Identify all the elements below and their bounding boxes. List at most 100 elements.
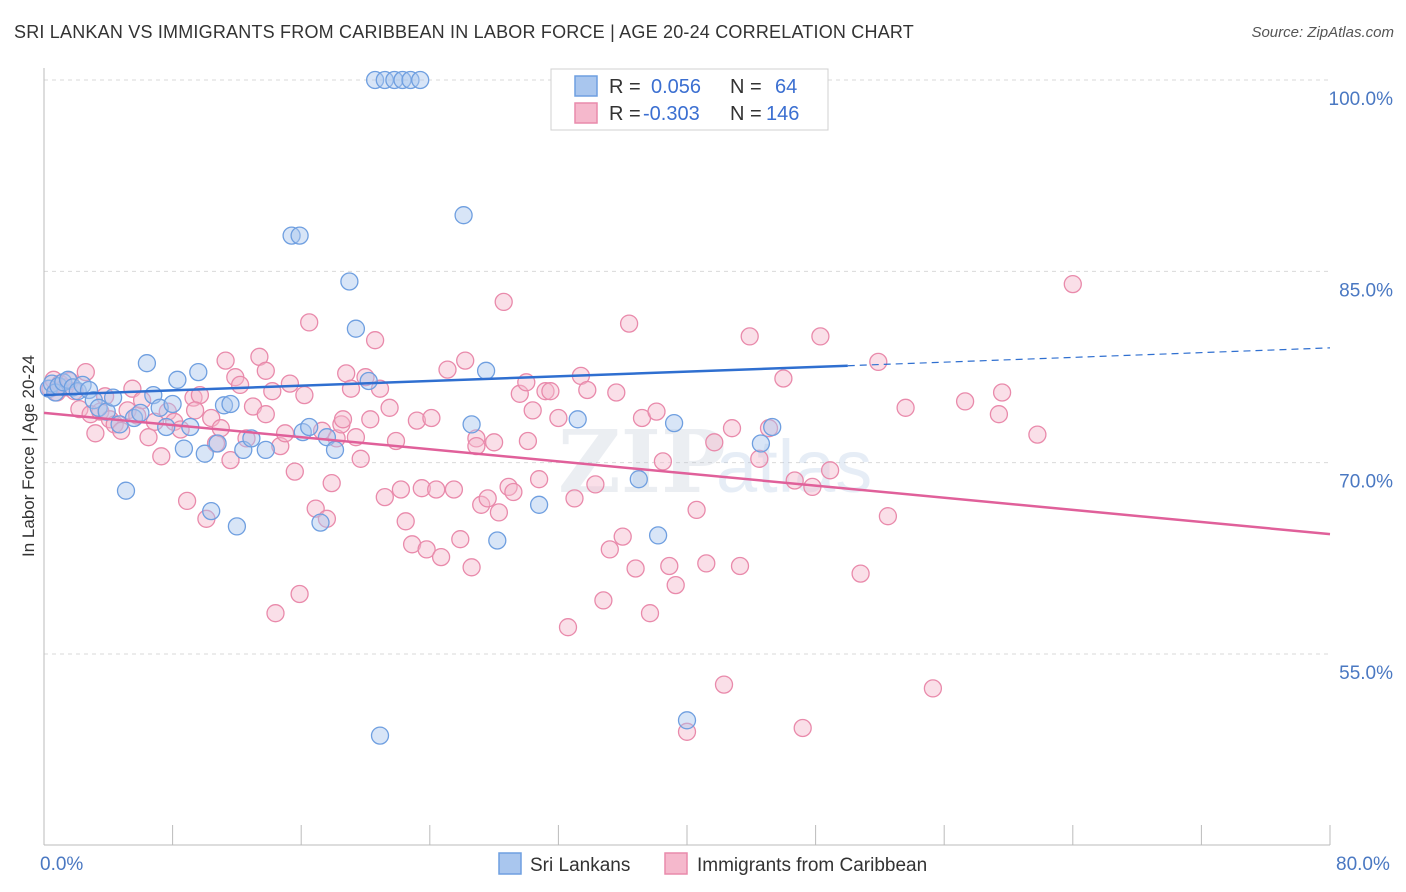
sri-lankan-point — [411, 70, 430, 90]
caribbean-point — [923, 679, 943, 698]
caribbean-point — [295, 385, 314, 405]
caribbean-point — [1063, 274, 1082, 294]
caribbean-point — [878, 507, 898, 526]
caribbean-point — [740, 327, 759, 346]
caribbean-point — [541, 382, 560, 401]
caribbean-point — [619, 314, 639, 333]
caribbean-point — [660, 556, 679, 576]
sri-lankan-point — [174, 439, 194, 458]
caribbean-point — [785, 471, 804, 490]
caribbean-point — [230, 375, 250, 395]
sri-lankan-point — [763, 417, 782, 437]
sri-lankan-point — [208, 434, 227, 453]
caribbean-point — [438, 360, 457, 379]
sri-lankan-point — [751, 434, 771, 453]
sri-lankan-point — [300, 417, 319, 437]
caribbean-point — [237, 429, 256, 448]
y-tick-label: 70.0% — [1339, 472, 1393, 493]
caribbean-point — [722, 419, 742, 438]
stats-legend-r-value-1: 0.056 — [651, 76, 701, 98]
caribbean-point — [586, 475, 605, 494]
caribbean-point — [285, 462, 304, 481]
stats-legend-n-label-1: N = — [730, 76, 762, 98]
sri-lankan-point — [359, 371, 378, 391]
sri-lankan-point — [242, 429, 261, 448]
caribbean-point — [361, 410, 380, 429]
stats-legend-r-label-1: R = — [609, 76, 641, 98]
stats-legend-n-label-2: N = — [730, 103, 762, 125]
watermark-atlas: atlas — [716, 425, 872, 508]
y-tick-label: 55.0% — [1339, 663, 1393, 684]
sri-lankan-point — [137, 354, 157, 373]
sri-lankan-point — [195, 444, 214, 463]
caribbean-point — [896, 398, 915, 417]
caribbean-point — [774, 369, 793, 388]
sri-lankan-point — [476, 361, 496, 380]
caribbean-point — [536, 382, 555, 401]
sri-lankan-point — [677, 711, 697, 730]
caribbean-point — [549, 408, 568, 428]
sri-lankan-point — [629, 470, 648, 489]
caribbean-point — [431, 547, 451, 567]
caribbean-point — [290, 584, 309, 604]
caribbean-point — [640, 604, 660, 623]
caribbean-point — [185, 401, 205, 420]
series-legend: Sri Lankans Immigrants from Caribbean — [498, 852, 927, 876]
sri-lankan-point — [488, 531, 507, 550]
caribbean-point — [422, 408, 441, 428]
caribbean-point — [112, 421, 131, 440]
caribbean-point — [811, 327, 830, 346]
caribbean-point — [256, 361, 275, 380]
caribbean-point — [216, 351, 235, 370]
caribbean-point — [594, 591, 613, 610]
y-tick-label: 85.0% — [1339, 280, 1393, 301]
caribbean-point — [955, 392, 975, 411]
caribbean-point — [626, 559, 645, 578]
sri-lankan-point — [157, 417, 176, 437]
caribbean-point — [322, 473, 341, 493]
caribbean-point — [607, 383, 626, 402]
caribbean-point — [444, 480, 464, 499]
caribbean-point — [86, 424, 105, 443]
sri-lankan-point — [375, 70, 394, 90]
caribbean-point — [351, 449, 370, 468]
caribbean-point — [600, 540, 619, 559]
caribbean-point — [467, 429, 486, 448]
caribbean-point — [750, 449, 769, 468]
caribbean-point — [375, 487, 394, 507]
sri-lankan-point — [202, 501, 221, 521]
caribbean-point — [275, 424, 295, 443]
caribbean-point — [1028, 425, 1047, 444]
caribbean-point — [653, 452, 673, 471]
caribbean-point — [177, 491, 197, 511]
caribbean-point — [337, 364, 356, 383]
caribbean-point — [396, 512, 415, 531]
sri-lankan-point — [370, 726, 390, 745]
trend-line-caribbean — [43, 411, 1331, 536]
caribbean-point — [256, 405, 275, 424]
series-legend-swatch-sri-lankans — [498, 852, 522, 875]
caribbean-point — [730, 556, 750, 576]
caribbean-point — [666, 575, 685, 595]
series-legend-label-caribbean: Immigrants from Caribbean — [697, 855, 927, 876]
caribbean-point — [412, 479, 431, 498]
caribbean-point — [462, 558, 481, 577]
caribbean-point — [221, 450, 240, 470]
caribbean-point — [869, 352, 888, 372]
caribbean-point — [489, 503, 509, 522]
series-legend-label-sri-lankans: Sri Lankans — [530, 855, 630, 876]
caribbean-point — [647, 402, 666, 421]
sri-lankan-point — [529, 495, 549, 514]
watermark: ZIP atlas — [558, 412, 872, 513]
caribbean-point — [578, 380, 597, 400]
chart-source: Source: ZipAtlas.com — [1251, 24, 1394, 41]
grid-lines — [44, 79, 1330, 655]
caribbean-point — [407, 411, 427, 430]
caribbean-point — [456, 351, 475, 370]
caribbean-point — [565, 489, 584, 508]
caribbean-point — [263, 382, 282, 401]
y-tick-label: 100.0% — [1329, 89, 1394, 110]
caribbean-point — [529, 470, 549, 489]
stats-legend-r-value-2: -0.303 — [643, 103, 700, 125]
caribbean-point — [152, 447, 171, 466]
